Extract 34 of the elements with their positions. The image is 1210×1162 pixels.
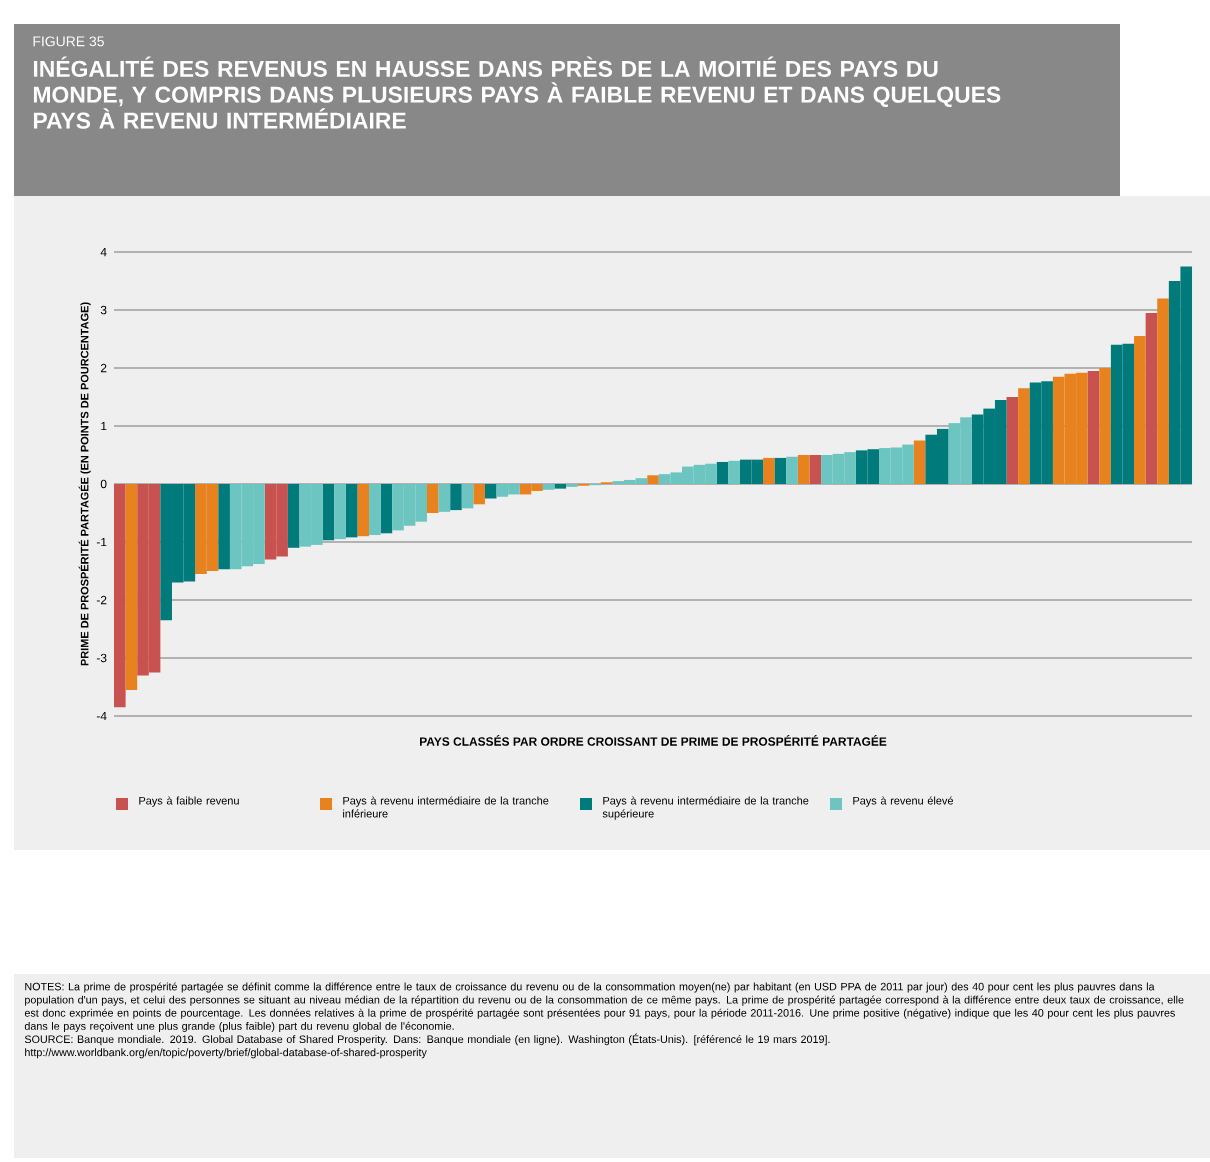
bar <box>797 455 810 484</box>
bar <box>334 484 346 540</box>
bar <box>716 461 729 484</box>
bar <box>287 484 300 548</box>
bar <box>542 484 555 490</box>
bar <box>728 460 740 484</box>
bar <box>438 484 451 512</box>
bar <box>450 484 462 511</box>
bar <box>473 484 485 505</box>
bar <box>357 484 370 537</box>
bar <box>1145 312 1158 484</box>
bar <box>369 484 381 536</box>
chart-title: INÉGALITÉ DES REVENUS EN HAUSSE DANS PRÈS DE LA MOITIÉ DES PAYS DU MONDE, Y COMPRIS DANS PLUSIEURS PAYS À FAIBLE REVENU ET DANS QUELQUES PAYS À REVENU INTERMÉDIAIRE <box>33 56 1001 129</box>
bar <box>114 484 126 708</box>
bar <box>647 475 659 484</box>
bar <box>218 484 230 570</box>
bar <box>763 457 775 484</box>
bar <box>1099 368 1111 484</box>
bar <box>809 455 822 484</box>
bar <box>1134 336 1146 484</box>
bar <box>125 484 138 690</box>
bar <box>322 484 335 541</box>
bar <box>786 456 798 484</box>
bar <box>1006 397 1019 484</box>
bar <box>426 484 439 513</box>
bar <box>913 440 926 484</box>
bar <box>380 484 393 534</box>
bar <box>345 484 358 538</box>
bar <box>484 484 497 499</box>
bar <box>774 457 787 484</box>
bar <box>1018 388 1030 484</box>
bar <box>1157 298 1169 484</box>
bar <box>461 484 474 509</box>
bar <box>1087 370 1100 484</box>
